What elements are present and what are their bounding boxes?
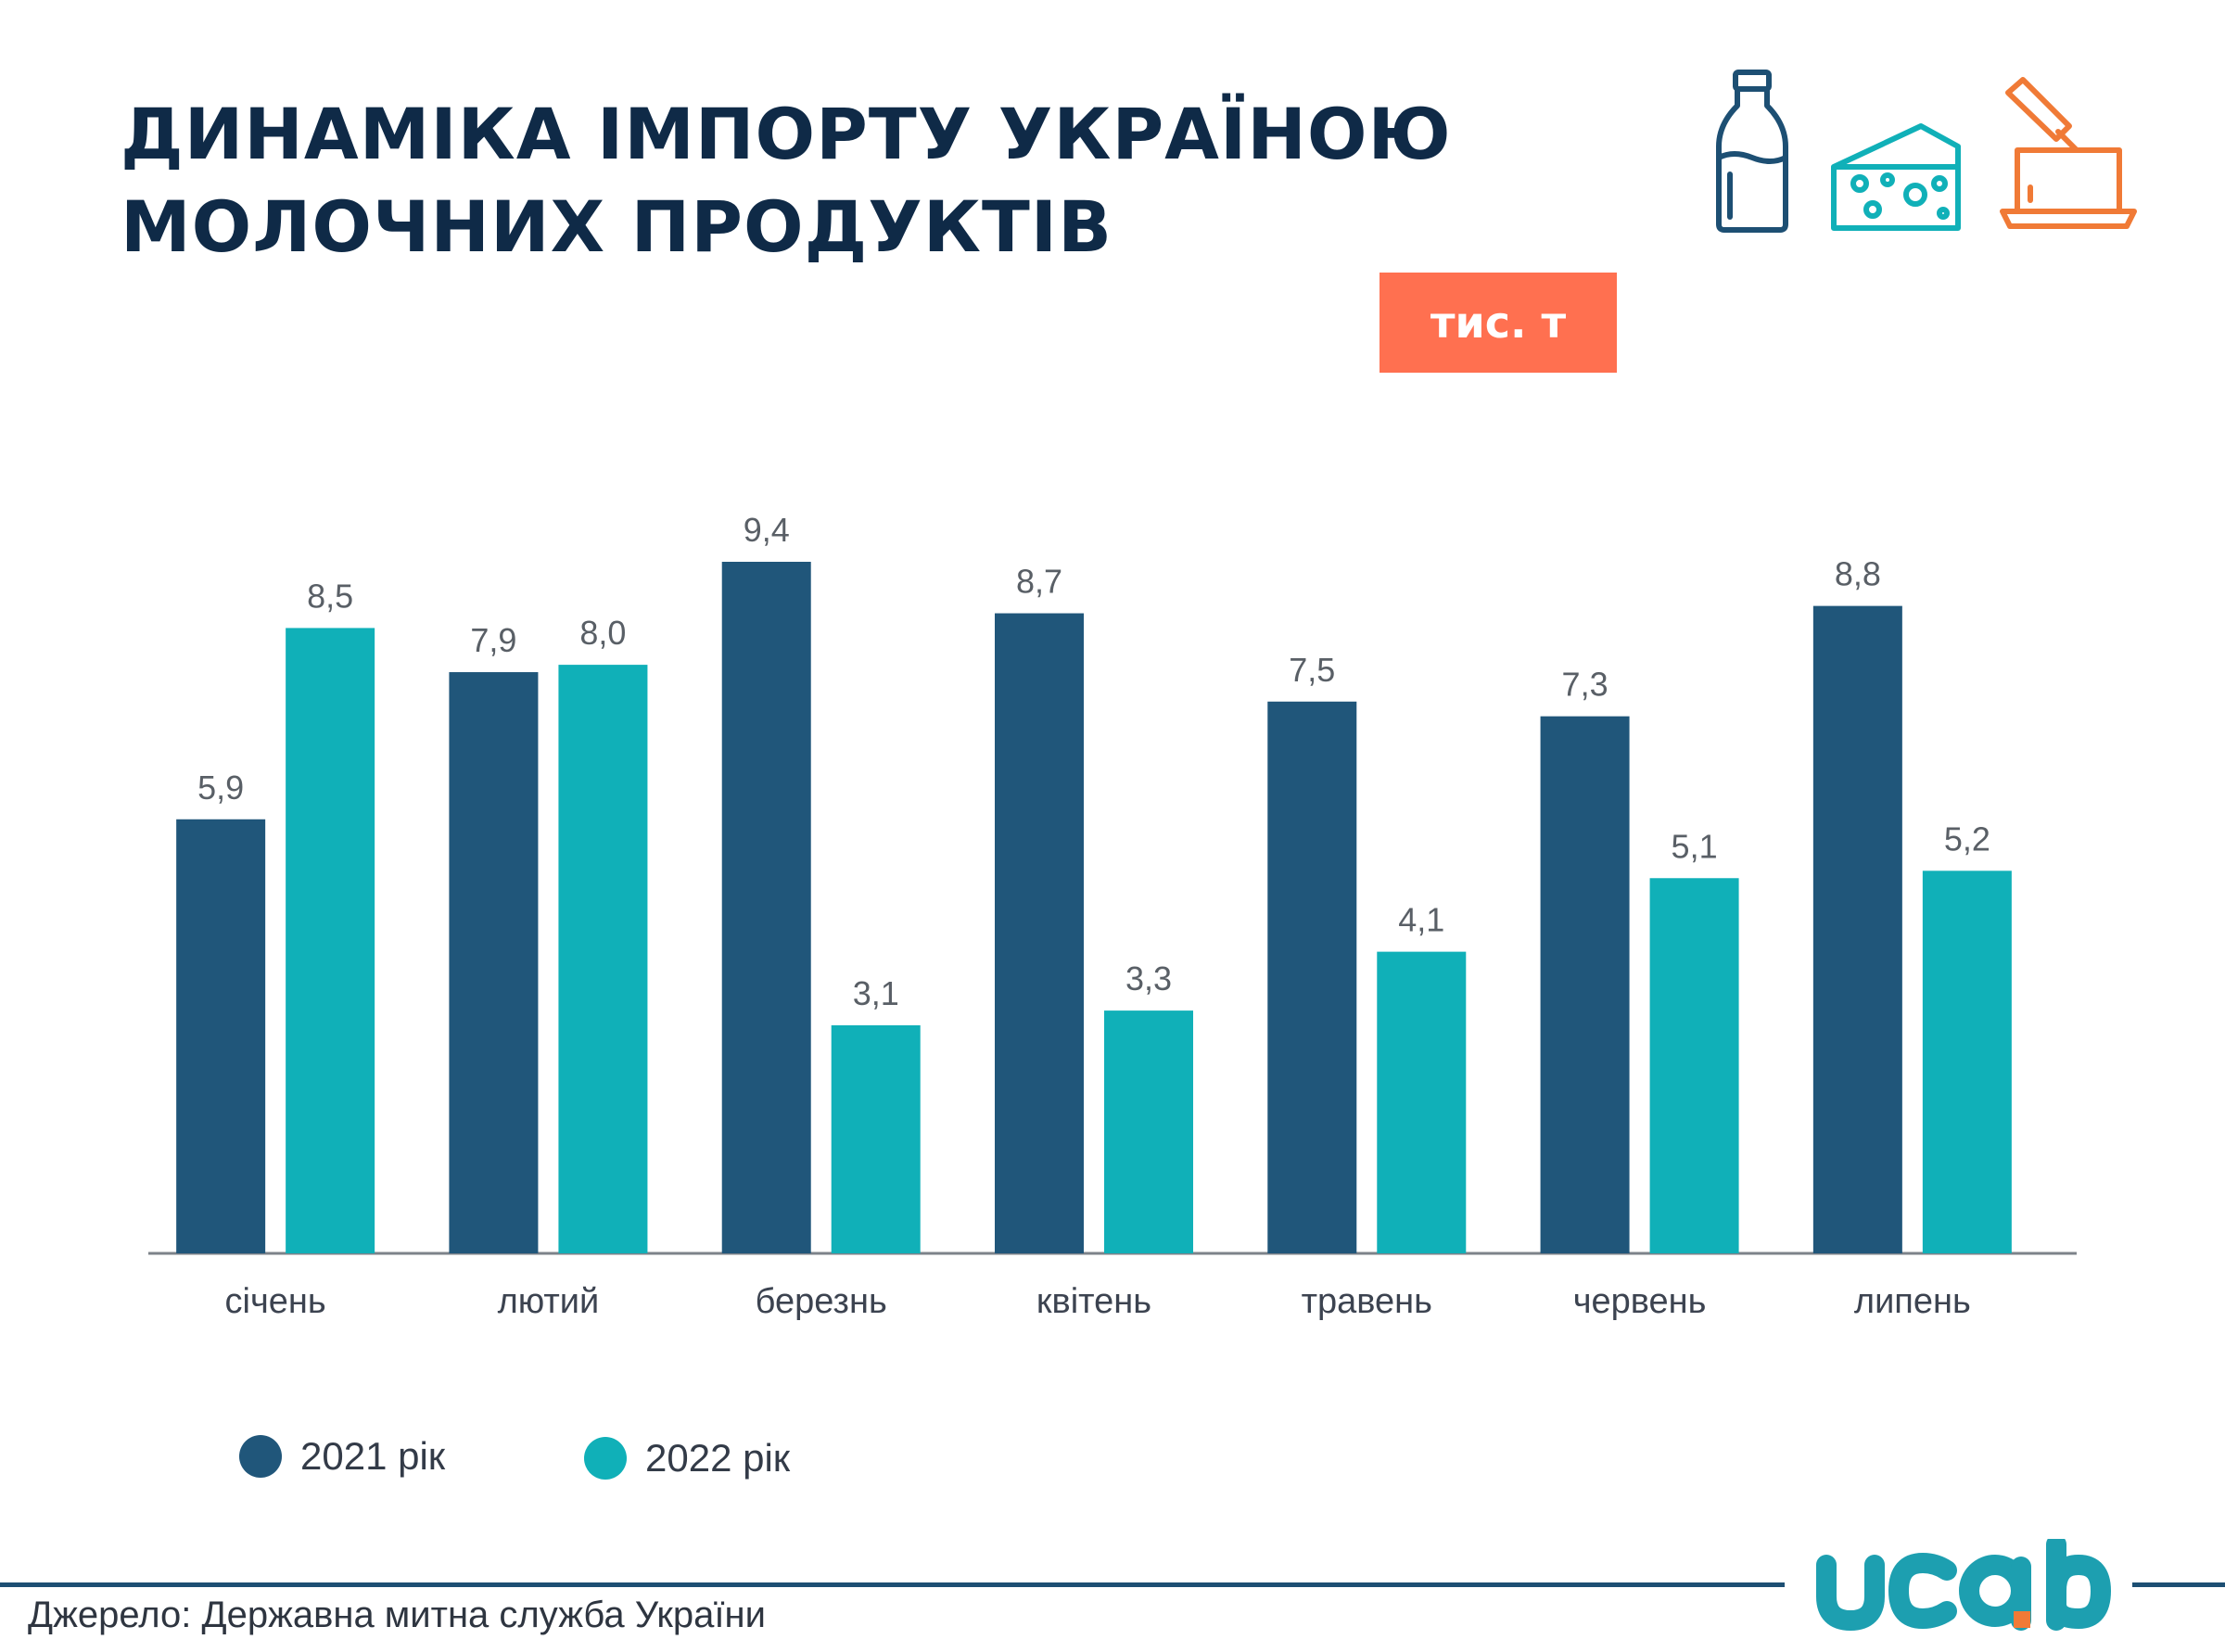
bar-2021-0 [176, 819, 266, 1253]
bar-2021-5 [1540, 716, 1630, 1253]
x-tick-label: квітень [1036, 1282, 1151, 1321]
bar-2021-2 [721, 562, 811, 1253]
bar-2021-1 [449, 672, 539, 1253]
bar-2021-4 [1267, 701, 1357, 1253]
footer-divider-right [2132, 1582, 2225, 1587]
data-label: 5,2 [1944, 820, 1990, 858]
unit-badge: тис. т [1380, 273, 1617, 373]
bar-2021-6 [1812, 605, 1902, 1253]
bar-2022-0 [286, 628, 375, 1253]
data-label: 3,1 [853, 974, 899, 1012]
x-tick-label: лютий [498, 1282, 600, 1321]
x-tick-label: червень [1573, 1282, 1707, 1321]
chart-title: ДИНАМІКА ІМПОРТУ УКРАЇНОЮ МОЛОЧНИХ ПРОДУ… [121, 88, 1511, 273]
bar-2022-3 [1104, 1010, 1193, 1253]
data-label: 5,1 [1672, 827, 1718, 865]
bar-chart: 5,9 8,5 січень 7,9 8,0 лютий 9,4 3,1 березнь 8,7 3… [148, 511, 2077, 1321]
ucab-logo: ucab [1816, 1539, 2112, 1632]
source-note: Джерело: Державна митна служба України [28, 1595, 766, 1635]
legend-label-2021: 2021 рік [300, 1434, 446, 1478]
data-label: 5,9 [197, 769, 244, 807]
data-label: 7,5 [1289, 651, 1335, 689]
legend-label-2022: 2022 рік [645, 1436, 791, 1480]
data-label: 9,4 [744, 511, 790, 549]
data-label: 7,9 [470, 621, 516, 659]
bar-2022-4 [1377, 951, 1467, 1253]
x-tick-label: березнь [756, 1282, 887, 1321]
data-label: 8,5 [307, 577, 353, 615]
title-line-1: ДИНАМІКА ІМПОРТУ УКРАЇНОЮ [121, 93, 1452, 175]
title-line-2: МОЛОЧНИХ ПРОДУКТІВ [121, 185, 1113, 268]
milk-bottle-icon [1716, 70, 1788, 233]
footer-divider-left [0, 1582, 1785, 1587]
data-label: 7,3 [1562, 666, 1608, 704]
data-label: 8,8 [1835, 555, 1881, 593]
data-label: 8,7 [1016, 563, 1062, 601]
x-tick-label: травень [1302, 1282, 1432, 1321]
bar-2022-1 [558, 665, 648, 1253]
bar-2021-3 [995, 613, 1084, 1253]
butter-icon [2000, 77, 2137, 229]
bar-2022-2 [831, 1024, 921, 1253]
data-label: 8,0 [579, 614, 626, 652]
data-label: 4,1 [1398, 901, 1444, 939]
data-label: 3,3 [1125, 959, 1172, 998]
legend-item-2021: 2021 рік [239, 1434, 445, 1479]
legend-marker-2022 [584, 1437, 627, 1480]
x-tick-label: липень [1854, 1282, 1971, 1321]
legend-item-2022: 2022 рік [584, 1436, 790, 1480]
bar-2022-5 [1649, 878, 1739, 1253]
legend-marker-2021 [239, 1435, 282, 1478]
x-tick-label: січень [225, 1282, 326, 1321]
product-icons [1716, 70, 2137, 233]
bar-2022-6 [1922, 870, 2012, 1253]
cheese-icon [1831, 123, 1961, 231]
